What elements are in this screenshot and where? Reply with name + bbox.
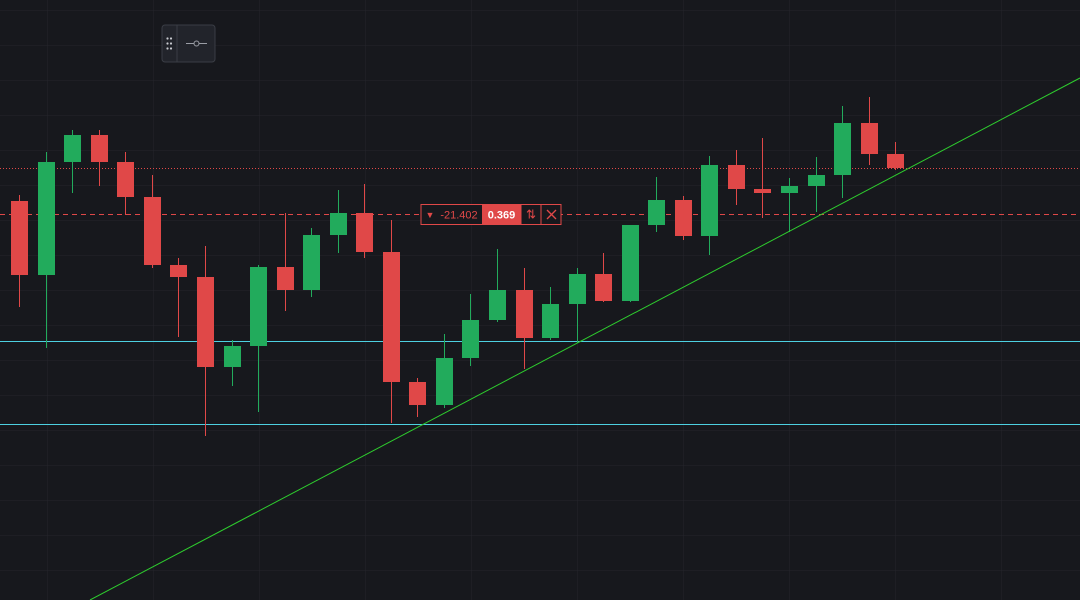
- candle-body: [861, 123, 878, 154]
- candle-body: [356, 213, 373, 252]
- candle-body: [489, 290, 506, 320]
- candle-body: [409, 382, 426, 405]
- candle-body: [38, 162, 55, 275]
- marks: [0, 77, 1080, 600]
- candle-body: [330, 213, 347, 235]
- candle-body: [569, 274, 586, 304]
- candle-body: [11, 201, 28, 275]
- candle-body: [834, 123, 851, 175]
- candle-body: [808, 175, 825, 186]
- order-label[interactable]: ▼ -21.402 0.369 ⇅: [420, 204, 562, 225]
- candle-body: [117, 162, 134, 197]
- candle-body: [754, 189, 771, 193]
- candle-body: [648, 200, 665, 225]
- candle-body: [91, 135, 108, 162]
- candle-body: [170, 265, 187, 277]
- line-tool-icon[interactable]: [186, 40, 207, 47]
- candle-body: [887, 154, 904, 168]
- candle-body: [383, 252, 400, 382]
- order-change: -21.402: [440, 209, 477, 221]
- reverse-button[interactable]: ⇅: [526, 208, 536, 222]
- down-icon: ▼: [426, 210, 435, 220]
- candle-body: [701, 165, 718, 236]
- candle-body: [250, 267, 267, 346]
- candle-body: [595, 274, 612, 301]
- candle-body: [516, 290, 533, 338]
- candle-body: [781, 186, 798, 193]
- close-x: [546, 209, 557, 220]
- quantity-box[interactable]: [482, 204, 521, 225]
- candle-body: [728, 165, 745, 189]
- candle-body: [622, 225, 639, 301]
- candle-body: [542, 304, 559, 338]
- candle-body: [277, 267, 294, 290]
- drag-handle[interactable]: [166, 37, 173, 50]
- order-quantity: 0.369: [488, 209, 516, 221]
- drawing-toolbar[interactable]: [161, 24, 216, 63]
- close-button[interactable]: [546, 209, 557, 220]
- candle-body: [462, 320, 479, 358]
- candle-body: [675, 200, 692, 236]
- candle-body: [64, 135, 81, 162]
- candle-body: [144, 197, 161, 265]
- candle-body: [197, 277, 214, 367]
- candle-body: [436, 358, 453, 405]
- trendline: [89, 77, 1080, 600]
- candle-body: [224, 346, 241, 367]
- candle-body: [303, 235, 320, 290]
